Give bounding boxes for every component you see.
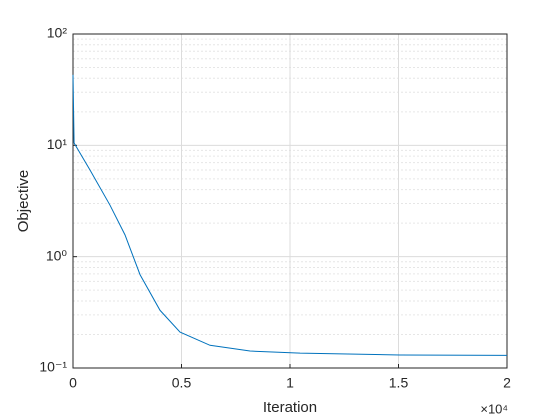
- y-axis-label: Objective: [15, 170, 32, 233]
- y-tick-label: 10⁰: [46, 247, 68, 263]
- axes-box: [72, 33, 508, 369]
- y-tick-label: 10⁻¹: [39, 359, 67, 375]
- x-tick-label: 2: [503, 375, 511, 391]
- x-multiplier: ×10⁴: [480, 401, 508, 416]
- y-tick-label: 10²: [47, 25, 68, 41]
- x-tick-label: 0: [69, 375, 77, 391]
- data-line: [72, 74, 508, 356]
- x-tick-label: 1.5: [389, 375, 409, 391]
- x-tick-label: 1: [286, 375, 294, 391]
- x-tick-label: 0.5: [172, 375, 192, 391]
- y-tick-label: 10¹: [47, 136, 68, 152]
- x-axis-label: Iteration: [263, 399, 317, 416]
